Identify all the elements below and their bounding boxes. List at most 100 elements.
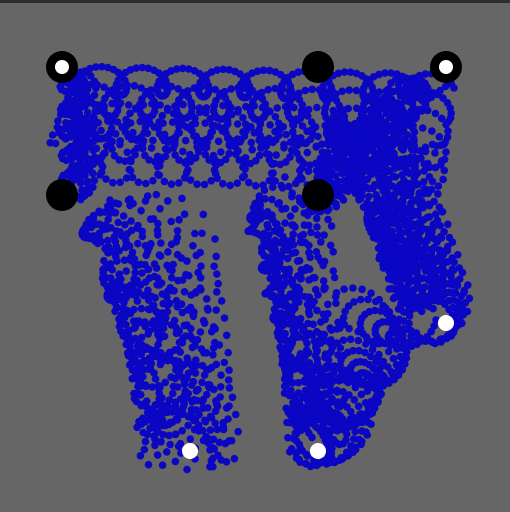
trail-particle <box>187 409 195 418</box>
trail-particle <box>152 426 161 435</box>
trail-particle <box>108 247 117 256</box>
trail-particle <box>165 396 174 404</box>
trail-particle <box>343 377 351 385</box>
trail-particle <box>220 314 229 322</box>
trail-particle <box>212 252 220 261</box>
trail-particle <box>296 350 305 358</box>
trail-particle <box>289 401 298 409</box>
trail-particle <box>449 281 458 289</box>
trail-particle <box>207 457 216 465</box>
trail-particle <box>281 236 290 245</box>
trail-particle <box>266 107 274 116</box>
trail-particle <box>296 198 304 206</box>
joint-node-center[interactable] <box>302 179 334 211</box>
trail-particle <box>112 303 121 311</box>
trail-particle <box>367 420 375 429</box>
trail-particle <box>450 84 458 92</box>
trail-particle <box>320 257 329 266</box>
trail-particle <box>379 264 388 272</box>
trail-particle <box>362 340 370 348</box>
trail-particle <box>441 82 450 91</box>
trail-particle <box>258 88 266 97</box>
joint-node-mid-left[interactable] <box>46 179 78 211</box>
trail-particle <box>178 64 187 73</box>
trail-particle <box>424 159 432 168</box>
trail-particle <box>315 367 323 376</box>
trail-particle <box>282 336 290 345</box>
trail-particle <box>200 180 209 189</box>
trail-particle <box>286 212 295 220</box>
trail-particle <box>384 225 392 234</box>
trail-particle <box>398 126 407 134</box>
endpoint-left[interactable] <box>182 443 198 459</box>
trail-particle <box>413 280 422 288</box>
trail-particle <box>172 65 181 73</box>
trail-particle <box>369 233 378 242</box>
trail-particle <box>378 361 386 370</box>
trail-particle <box>211 235 219 243</box>
trail-particle <box>135 317 143 325</box>
trail-particle <box>400 176 408 185</box>
trail-particle <box>160 136 168 145</box>
endpoint-middle[interactable] <box>310 443 326 459</box>
trail-particle <box>439 335 447 343</box>
trail-particle <box>146 424 154 433</box>
trail-particle <box>175 179 183 187</box>
trail-particle <box>458 319 466 328</box>
trail-particle <box>285 448 294 456</box>
trail-particle <box>305 331 314 339</box>
trail-particle <box>85 141 94 149</box>
trail-particle <box>147 86 155 94</box>
trail-particle <box>143 247 152 256</box>
trail-particle <box>444 220 452 229</box>
trail-particle <box>166 418 174 427</box>
trail-particle <box>201 119 209 127</box>
trail-particle <box>440 228 448 236</box>
trail-particle <box>378 372 387 381</box>
trail-particle <box>99 150 108 158</box>
trail-particle <box>200 319 209 328</box>
trail-particle <box>298 122 307 130</box>
trail-particle <box>299 230 308 239</box>
trail-particle <box>434 190 442 198</box>
trail-particle <box>421 70 430 78</box>
trail-particle <box>231 410 240 419</box>
trail-particle <box>326 155 335 163</box>
trail-particle <box>313 231 322 239</box>
trail-particle <box>247 138 256 147</box>
trail-particle <box>155 153 164 162</box>
trail-particle <box>158 394 166 402</box>
joint-node-top-middle[interactable] <box>302 51 334 83</box>
trail-particle <box>341 307 349 316</box>
trail-particle <box>428 127 436 135</box>
trail-particle <box>364 164 372 173</box>
trail-particle <box>408 99 417 108</box>
trail-particle <box>183 394 191 402</box>
trail-particle <box>189 310 197 318</box>
trail-particle <box>339 314 348 322</box>
trail-particle <box>263 221 272 229</box>
trail-particle <box>175 156 183 164</box>
trail-particle <box>321 310 330 319</box>
trail-particle <box>104 89 113 98</box>
trail-particle <box>398 200 407 208</box>
trail-particle <box>394 335 403 343</box>
trail-particle <box>171 403 179 411</box>
trail-particle <box>142 291 151 300</box>
trail-particle <box>283 301 291 310</box>
trail-particle <box>373 134 382 143</box>
trail-particle <box>133 423 141 432</box>
endpoint-right[interactable] <box>438 315 454 331</box>
trail-particle <box>397 246 406 255</box>
trail-particle <box>304 105 313 114</box>
trail-particle <box>206 412 215 421</box>
trail-particle <box>255 151 264 160</box>
trail-particle <box>86 72 95 80</box>
trail-particle <box>314 132 322 141</box>
trail-particle <box>233 120 242 128</box>
trail-particle <box>454 250 462 259</box>
trail-particle <box>271 84 280 93</box>
trail-particle <box>91 130 99 138</box>
trail-particle <box>408 145 416 154</box>
